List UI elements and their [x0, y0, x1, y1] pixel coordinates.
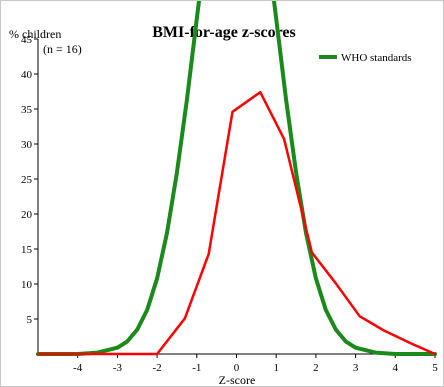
- y-tick-label: 15: [21, 244, 33, 256]
- x-axis-label: Z-score: [219, 373, 256, 386]
- sample-line: [36, 90, 437, 356]
- x-tick-label: 1: [273, 362, 279, 374]
- legend-label-who: WHO standards: [341, 52, 412, 64]
- y-tick-label: 10: [21, 279, 33, 291]
- y-tick-label: 5: [27, 314, 33, 326]
- y-tick-label: 20: [21, 209, 33, 221]
- sample-size-label: (n = 16): [43, 42, 82, 56]
- y-tick-label: 35: [21, 104, 33, 116]
- chart-title: BMI-for-age z-scores: [152, 24, 296, 41]
- x-tick-label: 2: [313, 362, 319, 374]
- x-tick-label: -4: [73, 362, 83, 374]
- x-tick-label: 4: [393, 362, 399, 374]
- series-group: [36, 1, 437, 356]
- x-tick-label: -3: [113, 362, 123, 374]
- x-tick-label: 0: [234, 362, 240, 374]
- x-tick-label: 3: [353, 362, 359, 374]
- who-standard-line: [36, 1, 437, 356]
- y-tick-label: 45: [21, 34, 33, 46]
- y-tick-label: 40: [21, 69, 33, 81]
- x-tick-label: 5: [432, 362, 438, 374]
- x-tick-label: -1: [192, 362, 201, 374]
- y-axis-label: % children: [9, 27, 61, 41]
- y-tick-label: 30: [21, 139, 33, 151]
- legend: WHO standards: [319, 52, 412, 64]
- x-tick-label: -2: [153, 362, 162, 374]
- y-tick-label: 25: [21, 174, 33, 186]
